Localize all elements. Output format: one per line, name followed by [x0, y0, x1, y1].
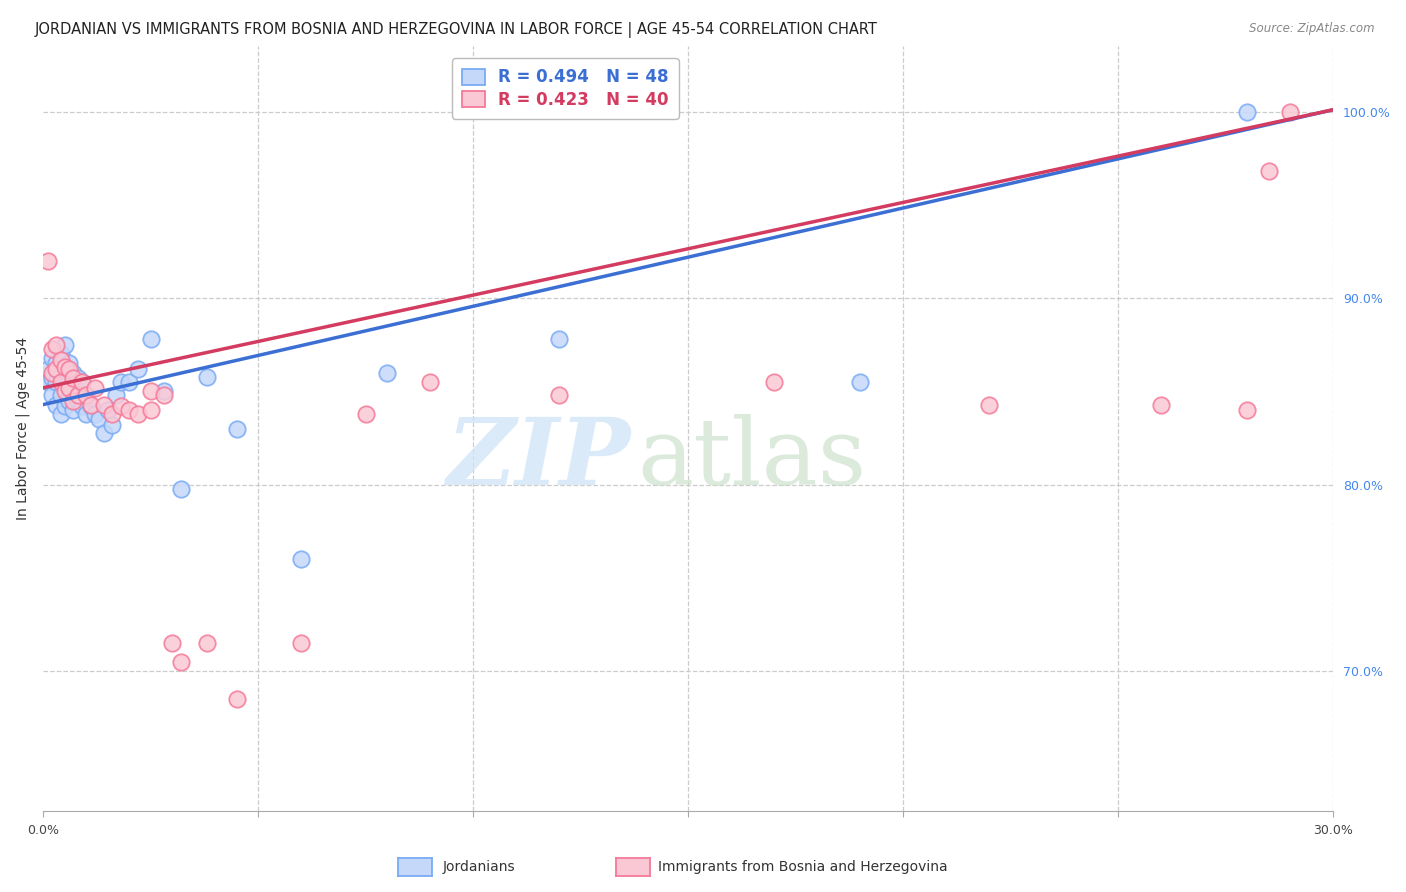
Point: [45, 356, 67, 370]
Point: [49, 388, 72, 402]
Point: [763, 375, 786, 389]
Point: [75, 407, 97, 421]
Point: [110, 400, 132, 414]
Point: [70, 375, 93, 389]
Point: [419, 375, 441, 389]
Point: [979, 398, 1001, 412]
Point: [66, 388, 89, 402]
Point: [84, 381, 107, 395]
Text: JORDANIAN VS IMMIGRANTS FROM BOSNIA AND HERZEGOVINA IN LABOR FORCE | AGE 45-54 C: JORDANIAN VS IMMIGRANTS FROM BOSNIA AND …: [35, 22, 877, 38]
Point: [62, 384, 84, 399]
Point: [62, 371, 84, 385]
Point: [89, 412, 111, 426]
Point: [377, 366, 399, 380]
Point: [110, 375, 132, 389]
Point: [1257, 164, 1279, 178]
Point: [41, 342, 63, 356]
Point: [37, 375, 59, 389]
Point: [58, 362, 80, 376]
Point: [1150, 398, 1173, 412]
Point: [70, 375, 93, 389]
Point: [101, 418, 124, 433]
Point: [45, 375, 67, 389]
Point: [58, 381, 80, 395]
Point: [1279, 104, 1302, 119]
Point: [41, 366, 63, 380]
Point: [41, 388, 63, 402]
Point: [49, 352, 72, 367]
Point: [45, 398, 67, 412]
Point: [75, 388, 97, 402]
Point: [127, 407, 149, 421]
Point: [225, 692, 247, 706]
Point: [53, 384, 76, 399]
Point: [290, 552, 312, 566]
Point: [80, 398, 103, 412]
Point: [84, 407, 107, 421]
Point: [849, 375, 872, 389]
Point: [53, 338, 76, 352]
Point: [53, 360, 76, 375]
Text: Immigrants from Bosnia and Herzegovina: Immigrants from Bosnia and Herzegovina: [658, 860, 948, 874]
Point: [41, 371, 63, 385]
Point: [41, 351, 63, 365]
Point: [548, 388, 571, 402]
Point: [37, 253, 59, 268]
Point: [80, 400, 103, 414]
Point: [45, 338, 67, 352]
Point: [548, 332, 571, 346]
Point: [45, 362, 67, 376]
Point: [37, 362, 59, 376]
Point: [70, 400, 93, 414]
Point: [118, 375, 141, 389]
Point: [53, 381, 76, 395]
Point: [58, 375, 80, 389]
Y-axis label: In Labor Force | Age 45-54: In Labor Force | Age 45-54: [15, 337, 30, 520]
Point: [58, 356, 80, 370]
Point: [195, 369, 218, 384]
Point: [195, 636, 218, 650]
Point: [62, 366, 84, 380]
Point: [75, 388, 97, 402]
Point: [1236, 403, 1258, 417]
Point: [93, 398, 115, 412]
Point: [49, 375, 72, 389]
Point: [93, 425, 115, 440]
Text: Source: ZipAtlas.com: Source: ZipAtlas.com: [1250, 22, 1375, 36]
Point: [66, 371, 89, 385]
Point: [139, 403, 162, 417]
Text: atlas: atlas: [637, 415, 866, 504]
Point: [66, 393, 89, 408]
Point: [1236, 104, 1258, 119]
Point: [53, 362, 76, 376]
Point: [152, 388, 174, 402]
Point: [97, 403, 120, 417]
Point: [170, 655, 193, 669]
Point: [62, 393, 84, 408]
Point: [354, 407, 377, 421]
Legend: R = 0.494   N = 48, R = 0.423   N = 40: R = 0.494 N = 48, R = 0.423 N = 40: [451, 58, 679, 119]
Point: [139, 332, 162, 346]
Text: Jordanians: Jordanians: [443, 860, 516, 874]
Point: [58, 393, 80, 408]
Point: [152, 384, 174, 399]
Point: [118, 403, 141, 417]
Point: [62, 403, 84, 417]
Point: [49, 347, 72, 361]
Point: [127, 362, 149, 376]
Point: [225, 422, 247, 436]
Point: [49, 407, 72, 421]
Point: [139, 384, 162, 399]
Point: [105, 388, 128, 402]
Point: [101, 407, 124, 421]
Point: [49, 369, 72, 384]
Point: [170, 482, 193, 496]
Point: [290, 636, 312, 650]
Point: [53, 400, 76, 414]
Point: [162, 636, 184, 650]
Text: ZIP: ZIP: [446, 415, 630, 504]
